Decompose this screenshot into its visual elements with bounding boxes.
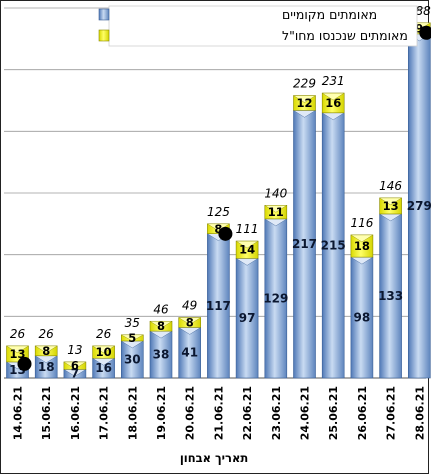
x-tick-labels: 14.06.21 15.06.21 16.06.21 17.06.21 18.06.21… xyxy=(12,386,427,440)
bar-abroad-bevel xyxy=(292,95,317,103)
x-tick-label: 23.06.21 xyxy=(270,386,283,440)
bar-abroad-bevel xyxy=(91,345,116,354)
label-abroad: 10 xyxy=(96,345,112,359)
bar-abroad-bevel xyxy=(34,345,58,354)
label-total: 46 xyxy=(153,302,169,316)
label-total: 13 xyxy=(67,343,82,357)
label-abroad: 13 xyxy=(383,199,399,213)
bar-abroad-bevel xyxy=(264,205,288,213)
bar-abroad-bevel xyxy=(235,240,259,249)
label-abroad: 14 xyxy=(239,243,255,257)
bar-abroad-bevel xyxy=(63,361,87,370)
label-total: 26 xyxy=(39,327,55,341)
label-local: 129 xyxy=(263,291,288,305)
label-total: 49 xyxy=(182,299,197,313)
label-local: 217 xyxy=(292,237,317,251)
x-tick-label: 15.06.21 xyxy=(40,386,53,440)
bar-abroad-bevel xyxy=(149,321,173,329)
x-tick-label: 26.06.21 xyxy=(356,386,369,440)
x-tick-label: 25.06.21 xyxy=(327,386,340,440)
bars xyxy=(5,22,431,379)
label-abroad: 8 xyxy=(214,222,222,236)
label-abroad: 5 xyxy=(128,331,136,345)
label-local: 16 xyxy=(95,361,112,375)
label-local: 98 xyxy=(354,311,371,325)
label-local: 117 xyxy=(206,299,231,313)
x-tick-label: 21.06.21 xyxy=(212,386,225,440)
legend-swatch-abroad xyxy=(98,29,110,42)
label-total: 35 xyxy=(125,316,140,330)
label-total: 26 xyxy=(96,327,112,341)
legend-label-abroad: מאומתים שנכנסו מחו"ל xyxy=(282,28,408,43)
label-abroad: 16 xyxy=(325,96,341,110)
label-local: 7 xyxy=(71,367,79,381)
bar-abroad-bevel xyxy=(378,197,403,206)
label-abroad: 8 xyxy=(42,344,50,358)
x-tick-label: 24.06.21 xyxy=(299,386,312,440)
bar-abroad-bevel xyxy=(178,317,202,325)
label-total: 116 xyxy=(350,216,373,230)
label-local: 97 xyxy=(239,311,256,325)
x-axis-title: תאריך אבחון xyxy=(180,451,248,465)
marker-dot xyxy=(17,356,32,371)
label-total: 140 xyxy=(264,186,287,200)
x-tick-label: 17.06.21 xyxy=(98,386,111,440)
bar-abroad-bevel xyxy=(120,334,145,342)
label-abroad: 12 xyxy=(296,96,312,110)
bar-abroad-bevel xyxy=(350,234,374,243)
legend: מאומתים מקומיים מאומתים שנכנסו מחו"ל xyxy=(98,5,418,47)
x-tick-label: 14.06.21 xyxy=(12,386,25,440)
label-local: 133 xyxy=(378,289,403,303)
label-abroad: 8 xyxy=(157,319,165,333)
x-tick-label: 28.06.21 xyxy=(413,386,426,440)
x-tick-label: 18.06.21 xyxy=(126,386,139,440)
label-local: 30 xyxy=(124,353,141,367)
x-tick-label: 20.06.21 xyxy=(184,386,197,440)
bar-abroad-bevel xyxy=(5,345,30,354)
label-abroad: 6 xyxy=(71,359,79,373)
label-total: 231 xyxy=(322,74,345,88)
bar-abroad-bevel xyxy=(321,92,345,101)
label-total: 26 xyxy=(10,327,26,341)
label-abroad: 11 xyxy=(268,205,284,219)
legend-box xyxy=(108,5,418,47)
label-abroad: 13 xyxy=(9,347,25,361)
label-total: 125 xyxy=(207,205,230,219)
label-total: 111 xyxy=(236,222,259,236)
label-total: 229 xyxy=(293,77,316,91)
label-abroad: 8 xyxy=(186,316,194,330)
label-abroad: 18 xyxy=(354,239,370,253)
label-local: 18 xyxy=(38,360,55,374)
label-local: 38 xyxy=(153,348,170,362)
x-tick-label: 16.06.21 xyxy=(69,386,82,440)
legend-swatch-local xyxy=(98,8,110,21)
label-total: 146 xyxy=(379,179,402,193)
x-tick-label: 19.06.21 xyxy=(155,386,168,440)
marker-dot xyxy=(218,226,233,241)
legend-label-local: מאומתים מקומיים xyxy=(282,7,377,22)
marker-dot xyxy=(419,25,431,40)
x-tick-label: 27.06.21 xyxy=(385,386,398,440)
label-local: 279 xyxy=(407,199,431,213)
label-local: 41 xyxy=(181,346,198,360)
label-abroad: 9 xyxy=(415,21,423,35)
x-tick-label: 22.06.21 xyxy=(241,386,254,440)
data-labels: 13 13 26 18 8 26 76 13 16 10 26 30 535 38 8 46 41 8 49 117 8… xyxy=(9,4,431,381)
label-local: 215 xyxy=(321,238,346,252)
